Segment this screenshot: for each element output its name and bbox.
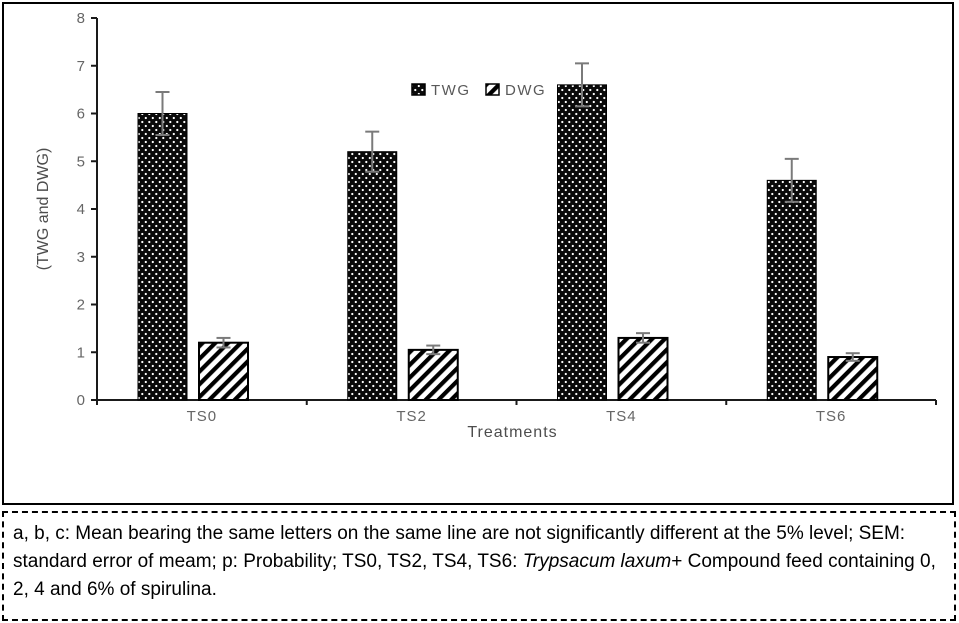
y-tick-label: 0 bbox=[77, 392, 85, 409]
bar-DWG-TS0 bbox=[198, 341, 249, 402]
x-category-label-TS0: TS0 bbox=[187, 408, 218, 425]
caption-text: a, b, c: Mean bearing the same letters o… bbox=[13, 520, 945, 604]
y-tick-label: 3 bbox=[77, 249, 85, 266]
y-tick-label: 4 bbox=[77, 201, 85, 218]
bar-TWG-TS4 bbox=[557, 84, 607, 401]
legend-swatch-DWG bbox=[485, 83, 500, 96]
caption-box: a, b, c: Mean bearing the same letters o… bbox=[2, 511, 956, 621]
y-tick-label: 2 bbox=[77, 297, 85, 314]
bar-DWG-TS4 bbox=[617, 336, 669, 401]
bar-TWG-TS6 bbox=[766, 179, 817, 401]
x-category-label-TS2: TS2 bbox=[396, 408, 427, 425]
bar-DWG-TS6 bbox=[827, 356, 879, 401]
legend-label-TWG: TWG bbox=[431, 82, 471, 99]
legend-swatch-TWG bbox=[411, 83, 426, 96]
legend-label-DWG: DWG bbox=[505, 82, 546, 99]
bar-TWG-TS2 bbox=[347, 151, 398, 401]
x-axis-title: Treatments bbox=[467, 424, 557, 441]
plot-area: 0 1 2 3 4 5 6 7 8 TS0 TS2 TS4 TS6 TWG DWG Treatments (TW… bbox=[35, 10, 937, 441]
x-category-label-TS4: TS4 bbox=[606, 408, 637, 425]
bar-DWG-TS2 bbox=[407, 348, 459, 401]
x-category-label-TS6: TS6 bbox=[816, 408, 847, 425]
y-tick-label: 8 bbox=[77, 10, 85, 27]
bar-chart: 0 1 2 3 4 5 6 7 8 TS0 TS2 TS4 TS6 TWG DWG Treatments (TW… bbox=[35, 10, 937, 441]
y-tick-label: 6 bbox=[77, 106, 85, 123]
caption-segment-2: + Compound feed containing 0, 2, 4 and 6… bbox=[13, 551, 936, 600]
y-axis-title: (TWG and DWG) bbox=[35, 148, 52, 271]
bar-TWG-TS0 bbox=[137, 113, 188, 401]
caption-italic-species-name: Trypsacum laxum bbox=[522, 551, 672, 572]
y-tick-label: 5 bbox=[77, 153, 85, 170]
caption-segment-1: a, b, c: Mean bearing the same letters o… bbox=[13, 523, 906, 572]
chart-frame: 0 1 2 3 4 5 6 7 8 TS0 TS2 TS4 TS6 TWG DWG Treatments (TW… bbox=[2, 2, 954, 505]
y-tick-label: 7 bbox=[77, 58, 85, 75]
y-tick-label: 1 bbox=[77, 344, 85, 361]
